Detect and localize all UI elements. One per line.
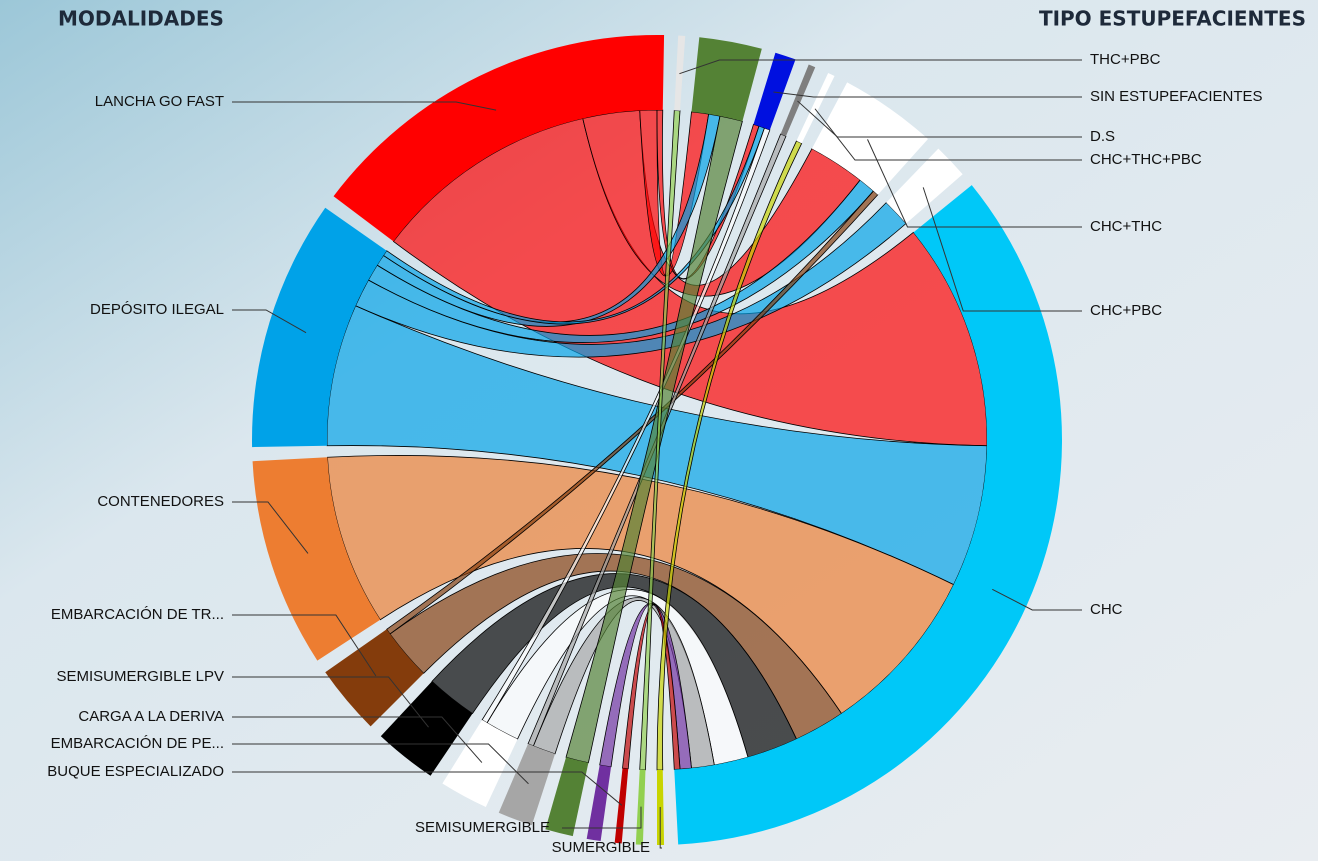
node-label: DEPÓSITO ILEGAL [90,301,224,318]
leader-line [922,187,1082,312]
source-title: MODALIDADES [58,7,224,31]
node-arc [780,64,816,137]
ribbon [389,553,843,740]
node-label: CHC [1090,601,1123,618]
node-arc [252,457,381,661]
leader-line [679,59,1082,75]
node-arc [691,37,762,122]
node-label: CARGA A LA DERIVA [78,708,224,725]
leader-line [232,771,623,806]
node-label: SIN ESTUPEFACIENTES [1090,88,1263,105]
node-arc [251,207,387,448]
leader-line [992,588,1082,611]
node-arc [674,185,1063,845]
leader-line [232,309,307,334]
leader-line [562,806,642,829]
node-label: CHC+THC+PBC [1090,151,1202,168]
node-label: EMBARCACIÓN DE TR... [51,606,224,623]
leader-line [814,108,1082,161]
leader-line [659,806,662,849]
node-label: EMBARCACIÓN DE PE... [51,735,224,752]
target-title: TIPO ESTUPEFACIENTES [1039,7,1306,31]
node-arc [442,719,518,808]
node-arc [333,35,665,242]
node-label: LANCHA GO FAST [95,93,224,110]
node-label: CONTENEDORES [97,493,224,510]
node-arc [498,743,556,826]
node-arc [796,72,835,144]
node-label: D.S [1090,128,1115,145]
node-label: THC+PBC [1090,51,1161,68]
leader-line [232,743,529,785]
leader-line [867,139,1082,228]
leader-line [232,614,377,677]
node-label: SEMISUMERGIBLE LPV [56,668,224,685]
node-label: SEMISUMERGIBLE [415,819,550,836]
node-arc [811,82,928,195]
node-arc [545,757,589,837]
ribbon [599,602,692,770]
node-arc [380,681,473,776]
leader-line [773,91,1082,98]
leader-line [232,101,497,111]
node-label: BUQUE ESPECIALIZADO [47,763,224,780]
leader-line [232,501,309,554]
ribbon [639,109,710,277]
node-label: CHC+THC [1090,218,1162,235]
node-arc [325,629,424,727]
node-arc [753,52,796,130]
node-arc [614,768,629,844]
leader-line [232,676,429,728]
node-label: SUMERGIBLE [552,839,650,856]
node-arc [586,764,612,842]
node-arc [886,148,963,224]
ribbon [386,190,879,635]
ribbon [656,140,803,771]
node-label: CHC+PBC [1090,302,1162,319]
leader-line [232,716,483,763]
